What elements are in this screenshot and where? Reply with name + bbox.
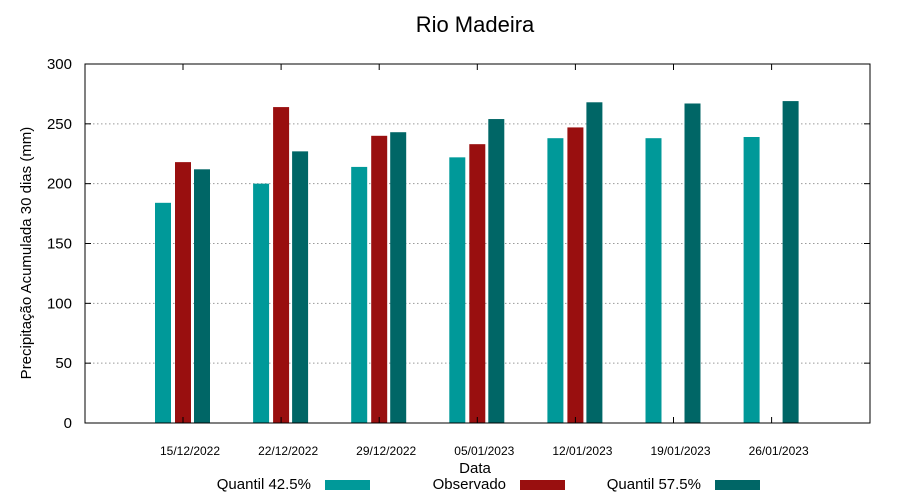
bar — [469, 144, 486, 423]
y-tick-label: 200 — [47, 176, 72, 193]
x-axis-label: Data — [459, 460, 491, 477]
bars — [155, 101, 799, 424]
bar — [684, 103, 701, 424]
bar — [547, 138, 564, 423]
legend-label: Quantil 57.5% — [607, 476, 701, 493]
legend: Quantil 42.5% Observado Quantil 57.5% — [217, 476, 760, 493]
legend-label: Observado — [433, 476, 506, 493]
y-tick-label: 250 — [47, 116, 72, 133]
x-tick-label: 05/01/2023 — [454, 444, 514, 458]
y-tick-label: 300 — [47, 56, 72, 73]
bar — [645, 138, 662, 423]
legend-swatch — [325, 480, 370, 490]
x-tick-label: 29/12/2022 — [356, 444, 416, 458]
bar — [390, 132, 407, 423]
chart-title: Rio Madeira — [416, 12, 535, 37]
bar — [782, 101, 799, 423]
x-tick-label: 12/01/2023 — [552, 444, 612, 458]
bar — [194, 169, 210, 423]
bar — [488, 119, 505, 424]
bar — [175, 162, 191, 424]
axis-ticks: 0 50 100 150 200 250 300 15/12/2022 22/12/2022 29… — [47, 56, 870, 458]
bar — [743, 136, 760, 423]
bar — [449, 157, 466, 423]
bar — [586, 102, 603, 423]
x-tick-label: 15/12/2022 — [160, 444, 220, 458]
bar — [253, 183, 270, 423]
y-tick-label: 150 — [47, 236, 72, 253]
bar — [292, 151, 309, 423]
bar — [155, 202, 171, 423]
y-tick-label: 0 — [64, 415, 72, 432]
bar — [351, 166, 368, 423]
bar — [371, 135, 388, 424]
legend-swatch — [715, 480, 760, 490]
y-tick-label: 100 — [47, 295, 72, 312]
legend-label: Quantil 42.5% — [217, 476, 311, 493]
x-tick-label: 22/12/2022 — [258, 444, 318, 458]
y-tick-label: 50 — [55, 355, 72, 372]
bar — [273, 107, 290, 423]
x-tick-label: 26/01/2023 — [749, 444, 809, 458]
x-tick-label: 19/01/2023 — [650, 444, 710, 458]
bar — [567, 127, 584, 423]
legend-swatch — [520, 480, 565, 490]
y-axis-label: Precipitação Acumulada 30 dias (mm) — [18, 127, 35, 380]
